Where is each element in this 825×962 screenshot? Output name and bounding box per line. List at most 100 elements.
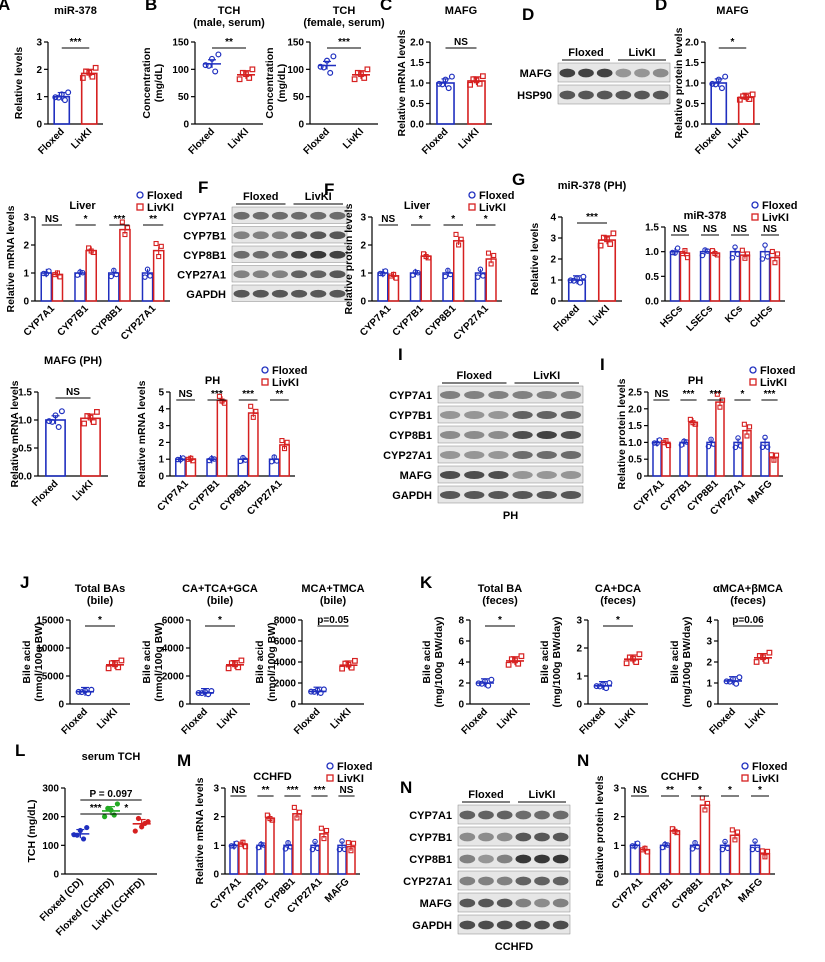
chart-title: CA+TCA+GCA xyxy=(182,583,258,595)
legend-label-livki: LivKI xyxy=(479,202,506,214)
data-point xyxy=(508,656,515,663)
data-point xyxy=(423,254,429,260)
blot-band xyxy=(496,920,513,930)
data-point xyxy=(693,421,699,427)
blot-band xyxy=(478,920,494,930)
bar xyxy=(265,817,275,875)
data-point xyxy=(577,279,584,286)
data-point xyxy=(90,419,97,425)
chart-K2: 0 1 2 3 Floxed LivKI Bile acid (mg/100g BW/day)… xyxy=(539,583,648,737)
data-point xyxy=(240,839,246,845)
chart-title: miR-378 xyxy=(54,5,97,17)
bar xyxy=(247,412,259,477)
data-point xyxy=(708,436,714,443)
data-point xyxy=(593,683,600,690)
x-tick-label: LivKI xyxy=(457,126,482,151)
legend-label-floxed: Floxed xyxy=(272,365,307,377)
blot-band xyxy=(464,471,485,479)
data-point xyxy=(144,266,151,273)
data-point xyxy=(692,839,698,846)
blot-row-label: CYP7B1 xyxy=(389,410,432,422)
data-point xyxy=(475,680,482,687)
blot-band xyxy=(560,451,582,459)
sig-label: * xyxy=(758,785,762,796)
x-tick-label: LivKI xyxy=(215,706,240,731)
data-point xyxy=(198,690,205,697)
data-point xyxy=(687,416,693,422)
data-point xyxy=(243,71,249,78)
panel-label: M xyxy=(177,751,191,770)
blot-band xyxy=(271,270,288,279)
blot-band xyxy=(515,810,532,820)
data-point xyxy=(78,689,85,696)
bar xyxy=(292,813,302,875)
data-point xyxy=(248,403,254,409)
data-point xyxy=(705,443,712,450)
y-tick-label: 2 xyxy=(158,438,164,449)
y-tick-label: 2 xyxy=(23,241,29,252)
data-point xyxy=(412,269,419,275)
y-tick-label: 2 xyxy=(550,255,556,266)
panel-label-D: D xyxy=(522,5,534,24)
data-point xyxy=(238,657,245,664)
y-axis-label: Bile acid xyxy=(421,640,433,683)
chart-I: 00.51.01.52.02.5CYP7A1CYP7B1CYP8B1CYP27A… xyxy=(600,355,795,518)
y-tick-label: 3 xyxy=(613,784,619,795)
blot-band xyxy=(252,231,269,240)
data-point xyxy=(239,69,246,76)
blot-group-label: LivKI xyxy=(529,789,556,801)
y-tick-label: 1.5 xyxy=(628,421,642,432)
blot-band xyxy=(488,491,509,499)
data-point xyxy=(749,846,756,853)
data-point xyxy=(352,657,358,664)
data-point xyxy=(567,277,574,284)
data-point xyxy=(734,829,741,835)
blot-row-label: CYP27A1 xyxy=(383,450,432,462)
blot-band xyxy=(459,920,476,930)
blot-band xyxy=(536,451,557,459)
blot-row-label: MAFG xyxy=(400,470,432,482)
blot-row-label: GAPDH xyxy=(392,490,432,502)
y-tick-label: 2.5 xyxy=(628,388,642,399)
y-tick-label: 2 xyxy=(613,812,619,823)
blot-band xyxy=(536,471,557,479)
legend-marker-floxed xyxy=(261,366,269,374)
data-point xyxy=(111,812,117,818)
data-point xyxy=(760,654,766,661)
y-axis-label: Relative mRNA levels xyxy=(136,380,148,487)
data-point xyxy=(132,828,138,834)
y-tick-label: 1.0 xyxy=(645,247,659,258)
data-point xyxy=(769,248,775,255)
bar xyxy=(80,417,101,477)
blot-band xyxy=(515,876,532,886)
y-tick-label: 0 xyxy=(576,700,582,711)
y-tick-label: 0 xyxy=(290,700,296,711)
data-point xyxy=(651,440,658,446)
blot-band xyxy=(536,391,557,399)
sig-label: * xyxy=(616,615,620,626)
bar xyxy=(45,419,66,477)
y-tick-label: 8000 xyxy=(274,616,297,627)
y-tick-label: 3 xyxy=(23,213,29,224)
x-tick-label: LivKI xyxy=(743,706,768,731)
legend-label-livki: LivKI xyxy=(752,773,779,785)
y-tick-label: 6000 xyxy=(162,616,185,627)
data-point xyxy=(488,261,494,267)
chart-J2: 0 2000 4000 6000 Floxed LivKI Bile acid (nmol/1… xyxy=(141,583,258,737)
data-point xyxy=(84,824,90,831)
chart-D: 0.0 0.5 1.0 1.5 2.0 Floxed LivKI Relative prote… xyxy=(655,0,760,157)
blot-band xyxy=(534,854,550,864)
x-tick-label: MAFG xyxy=(746,478,775,507)
data-point xyxy=(54,270,60,276)
panel-label: F xyxy=(324,180,334,199)
y-tick-label: 0 xyxy=(706,700,712,711)
y-tick-label: 0 xyxy=(158,472,164,483)
data-point xyxy=(771,457,777,463)
data-point xyxy=(382,268,389,274)
blot-band xyxy=(536,411,557,419)
y-tick-label: 1.0 xyxy=(685,79,699,90)
blot-row-label: CYP27A1 xyxy=(177,269,226,281)
blot-band xyxy=(488,471,509,479)
y-tick-label: 0.5 xyxy=(645,272,659,283)
data-point xyxy=(58,91,65,98)
